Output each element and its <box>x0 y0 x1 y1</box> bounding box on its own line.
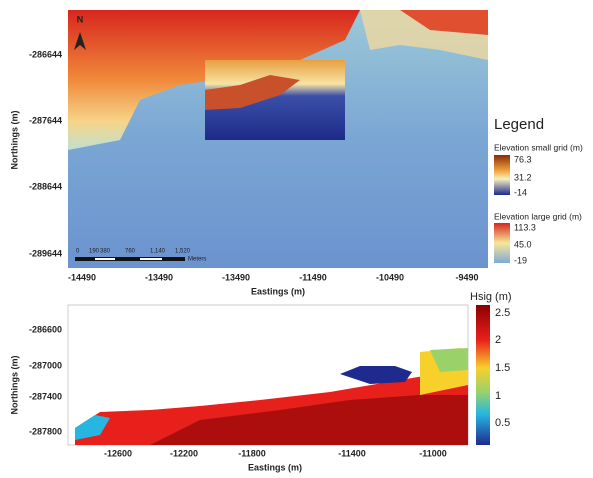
north-label: N <box>77 14 84 24</box>
scale-bar-label: 1,520 <box>175 249 191 255</box>
y-axis-label: Northings (m) <box>9 111 19 170</box>
scale-bar-label: 380 <box>100 249 111 255</box>
y-tick-label: -286600 <box>29 324 62 334</box>
colorbar <box>494 155 510 195</box>
legend-subtitle: Elevation large grid (m) <box>494 211 582 221</box>
legend-label: -14 <box>514 187 527 197</box>
scale-bar-segment <box>140 258 162 260</box>
x-axis-label: Eastings (m) <box>251 286 305 296</box>
legend-subtitle: Elevation small grid (m) <box>494 142 583 152</box>
legend-label: -19 <box>514 255 527 265</box>
colorbar <box>494 223 510 263</box>
colorbar-label: 2.5 <box>495 307 510 319</box>
y-tick-label: -287000 <box>29 360 62 370</box>
x-tick-label: -13490 <box>222 272 250 282</box>
x-tick-label: -11400 <box>338 448 366 458</box>
scale-bar-label: 760 <box>125 249 136 255</box>
scale-bar-segment <box>95 258 115 260</box>
scale-bar <box>75 257 185 261</box>
x-axis-label: Eastings (m) <box>248 462 302 472</box>
legend-label: 45.0 <box>514 239 532 249</box>
map-land-east-high <box>400 10 488 35</box>
colorbar-label: 0.5 <box>495 417 510 429</box>
y-tick-label: -289644 <box>29 248 62 258</box>
legend-label: 31.2 <box>514 172 532 182</box>
scale-bar-label: 190 <box>89 249 100 255</box>
x-tick-label: -12200 <box>170 448 198 458</box>
wave-low <box>430 348 468 372</box>
legend-label: 76.3 <box>514 154 532 164</box>
x-tick-label: -13490 <box>145 272 173 282</box>
scale-bar-label: 1,140 <box>150 249 166 255</box>
small-grid-land <box>205 75 300 110</box>
x-tick-label: -11800 <box>238 448 266 458</box>
x-tick-label: -9490 <box>455 272 478 282</box>
y-tick-label: -287644 <box>29 115 62 125</box>
scale-bar-unit: Meters <box>188 257 206 263</box>
north-arrow <box>74 32 86 50</box>
legend-label: 113.3 <box>514 222 536 232</box>
scale-bar-label: 0 <box>76 249 80 255</box>
x-tick-label: -12600 <box>104 448 132 458</box>
x-tick-label: -11000 <box>419 448 447 458</box>
colorbar-label: 1 <box>495 390 501 402</box>
wave-highest <box>150 395 468 445</box>
x-tick-label: -14490 <box>68 272 96 282</box>
y-tick-label: -286644 <box>29 49 62 59</box>
x-tick-label: -10490 <box>376 272 404 282</box>
y-tick-label: -287800 <box>29 426 62 436</box>
colorbar <box>476 305 490 445</box>
legend-title: Legend <box>494 116 544 133</box>
wave-low <box>75 415 110 440</box>
wave-lowest <box>340 366 412 384</box>
x-tick-label: -11490 <box>299 272 327 282</box>
y-tick-label: -288644 <box>29 181 62 191</box>
y-axis-label: Northings (m) <box>9 356 19 415</box>
colorbar-title: Hsig (m) <box>470 291 512 303</box>
colorbar-label: 2 <box>495 334 501 346</box>
colorbar-label: 1.5 <box>495 362 510 374</box>
y-tick-label: -287400 <box>29 391 62 401</box>
